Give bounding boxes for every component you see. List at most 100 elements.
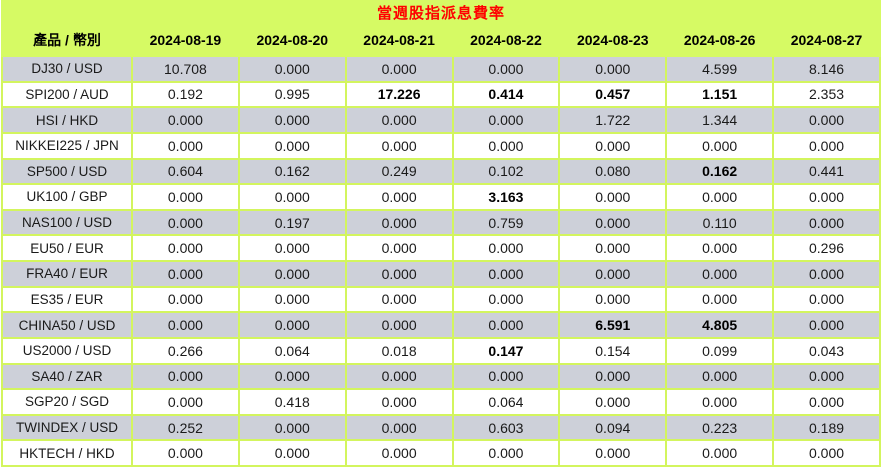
value-cell: 0.000 xyxy=(131,208,240,237)
product-cell: UK100 / GBP xyxy=(1,183,133,211)
value-cell: 0.080 xyxy=(558,157,668,186)
value-cell: 0.000 xyxy=(665,131,775,160)
value-cell: 0.000 xyxy=(451,131,561,160)
value-cell: 0.000 xyxy=(237,362,347,391)
value-cell: 0.000 xyxy=(237,260,347,288)
value-cell: 0.000 xyxy=(131,183,240,211)
value-cell: 0.418 xyxy=(237,388,347,416)
value-cell: 0.000 xyxy=(237,234,347,262)
value-cell: 0.000 xyxy=(237,311,347,339)
value-cell: 3.163 xyxy=(451,183,561,211)
value-cell: 0.000 xyxy=(237,439,347,467)
value-cell: 4.599 xyxy=(665,55,775,83)
product-cell: FRA40 / EUR xyxy=(1,260,133,288)
value-cell: 0.000 xyxy=(451,234,561,262)
product-cell: HKTECH / HKD xyxy=(1,439,133,467)
value-cell: 0.296 xyxy=(772,234,881,262)
value-cell: 0.000 xyxy=(558,285,668,314)
table-header-row: 產品 / 幣別 2024-08-19 2024-08-20 2024-08-21 20… xyxy=(1,23,881,57)
value-cell: 0.000 xyxy=(344,131,454,160)
value-cell: 0.000 xyxy=(665,439,775,467)
value-cell: 0.000 xyxy=(558,388,668,416)
value-cell: 0.000 xyxy=(131,106,240,134)
table-row: UK100 / GBP 0.000 0.000 0.000 3.163 0.000 0.00… xyxy=(1,183,881,211)
product-cell: SPI200 / AUD xyxy=(1,80,133,109)
product-cell: SGP20 / SGD xyxy=(1,388,133,416)
value-cell: 0.000 xyxy=(344,362,454,391)
table-row: US2000 / USD 0.266 0.064 0.018 0.147 0.154 0.0… xyxy=(1,336,881,365)
date-header: 2024-08-20 xyxy=(237,23,347,57)
value-cell: 0.162 xyxy=(237,157,347,186)
value-cell: 0.414 xyxy=(451,80,561,109)
value-cell: 0.249 xyxy=(344,157,454,186)
value-cell: 0.018 xyxy=(344,336,454,365)
value-cell: 0.000 xyxy=(451,55,561,83)
value-cell: 0.000 xyxy=(665,362,775,391)
table-row: CHINA50 / USD 0.000 0.000 0.000 0.000 6.591 4.… xyxy=(1,311,881,339)
product-cell: EU50 / EUR xyxy=(1,234,133,262)
value-cell: 0.000 xyxy=(131,260,240,288)
value-cell: 0.000 xyxy=(131,131,240,160)
table-row: EU50 / EUR 0.000 0.000 0.000 0.000 0.000 0.000… xyxy=(1,234,881,262)
product-currency-header: 產品 / 幣別 xyxy=(1,23,133,57)
date-header: 2024-08-21 xyxy=(344,23,454,57)
value-cell: 0.000 xyxy=(665,388,775,416)
value-cell: 0.000 xyxy=(451,362,561,391)
value-cell: 0.000 xyxy=(237,106,347,134)
value-cell: 0.000 xyxy=(772,311,881,339)
value-cell: 0.000 xyxy=(558,362,668,391)
table-row: SA40 / ZAR 0.000 0.000 0.000 0.000 0.000 0.000… xyxy=(1,362,881,391)
value-cell: 0.000 xyxy=(344,388,454,416)
value-cell: 0.110 xyxy=(665,208,775,237)
product-cell: US2000 / USD xyxy=(1,336,133,365)
value-cell: 0.604 xyxy=(131,157,240,186)
value-cell: 0.000 xyxy=(344,260,454,288)
product-cell: SP500 / USD xyxy=(1,157,133,186)
date-header: 2024-08-27 xyxy=(772,23,881,57)
value-cell: 0.000 xyxy=(451,106,561,134)
table-row: HSI / HKD 0.000 0.000 0.000 0.000 1.722 1.344 0… xyxy=(1,106,881,134)
value-cell: 0.000 xyxy=(344,208,454,237)
value-cell: 0.000 xyxy=(344,311,454,339)
value-cell: 0.154 xyxy=(558,336,668,365)
value-cell: 0.252 xyxy=(131,413,240,442)
value-cell: 0.000 xyxy=(772,183,881,211)
value-cell: 0.064 xyxy=(451,388,561,416)
value-cell: 0.000 xyxy=(772,131,881,160)
value-cell: 0.000 xyxy=(344,55,454,83)
value-cell: 0.000 xyxy=(344,413,454,442)
product-cell: DJ30 / USD xyxy=(1,55,133,83)
value-cell: 2.353 xyxy=(772,80,881,109)
value-cell: 0.000 xyxy=(131,362,240,391)
table-row: SPI200 / AUD 0.192 0.995 17.226 0.414 0.457 1.… xyxy=(1,80,881,109)
product-cell: NIKKEI225 / JPN xyxy=(1,131,133,160)
value-cell: 0.000 xyxy=(237,413,347,442)
value-cell: 0.189 xyxy=(772,413,881,442)
date-header: 2024-08-22 xyxy=(451,23,561,57)
product-cell: SA40 / ZAR xyxy=(1,362,133,391)
value-cell: 0.147 xyxy=(451,336,561,365)
value-cell: 0.000 xyxy=(237,131,347,160)
value-cell: 0.000 xyxy=(558,55,668,83)
date-header: 2024-08-23 xyxy=(558,23,668,57)
value-cell: 8.146 xyxy=(772,55,881,83)
date-header: 2024-08-26 xyxy=(665,23,775,57)
value-cell: 0.102 xyxy=(451,157,561,186)
value-cell: 0.000 xyxy=(237,285,347,314)
value-cell: 0.603 xyxy=(451,413,561,442)
value-cell: 0.162 xyxy=(665,157,775,186)
value-cell: 4.805 xyxy=(665,311,775,339)
value-cell: 0.000 xyxy=(665,183,775,211)
value-cell: 0.000 xyxy=(772,106,881,134)
value-cell: 0.000 xyxy=(665,285,775,314)
table-row: DJ30 / USD 10.708 0.000 0.000 0.000 0.000 4.59… xyxy=(1,55,881,83)
value-cell: 0.000 xyxy=(131,285,240,314)
table-title: 當週股指派息費率 xyxy=(1,0,881,25)
value-cell: 0.000 xyxy=(558,183,668,211)
value-cell: 0.000 xyxy=(558,234,668,262)
table-row: NAS100 / USD 0.000 0.197 0.000 0.759 0.000 0.1… xyxy=(1,208,881,237)
value-cell: 0.000 xyxy=(772,362,881,391)
value-cell: 1.344 xyxy=(665,106,775,134)
value-cell: 0.000 xyxy=(344,285,454,314)
